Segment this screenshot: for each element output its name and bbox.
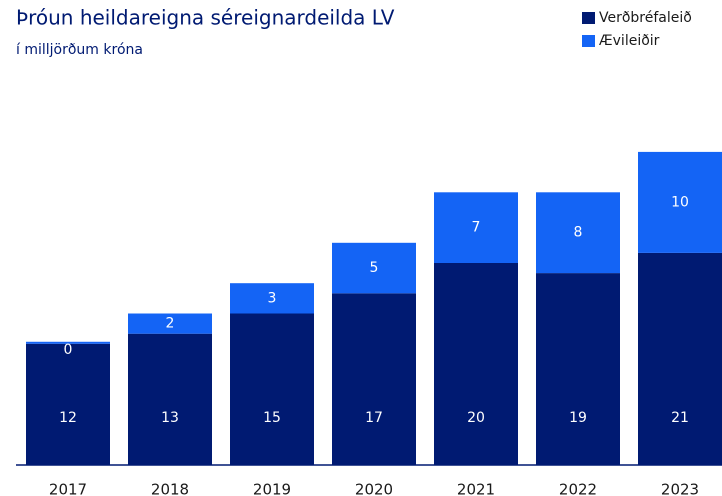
bar-segment (26, 341, 110, 344)
bar-segment (434, 263, 518, 465)
value-label: 21 (671, 410, 689, 426)
chart-subtitle: í milljörðum króna (16, 42, 143, 58)
value-label: 17 (365, 410, 383, 426)
x-tick-label: 2018 (151, 481, 189, 496)
legend-swatch (582, 35, 595, 47)
x-tick-label: 2021 (457, 481, 495, 496)
bar-segment (26, 343, 110, 465)
x-tick-label: 2022 (559, 481, 597, 496)
bar-segment (536, 192, 620, 274)
value-label: 20 (467, 410, 485, 426)
x-tick-label: 2019 (253, 481, 291, 496)
bar-segment (128, 313, 212, 334)
bar-segment (536, 273, 620, 465)
value-label: 2 (166, 316, 175, 332)
value-label: 3 (268, 290, 277, 306)
value-label: 7 (472, 220, 481, 236)
value-label: 13 (161, 410, 179, 426)
bar-segment (230, 283, 314, 314)
bar-segment (332, 293, 416, 465)
x-tick-label: 2020 (355, 481, 393, 496)
value-label: 10 (671, 194, 689, 210)
bar-segment (128, 333, 212, 465)
legend-label: Verðbréfaleið (599, 10, 692, 26)
legend-swatch (582, 12, 595, 24)
bar-segment (638, 252, 722, 465)
x-tick-label: 2017 (49, 481, 87, 496)
bar-segment (332, 242, 416, 294)
bar-segment (434, 192, 518, 263)
x-tick-label: 2023 (661, 481, 699, 496)
value-label: 12 (59, 410, 77, 426)
bar-segment (638, 151, 722, 253)
value-label: 19 (569, 410, 587, 426)
legend-label: Ævileiðir (599, 33, 660, 49)
value-label: 5 (370, 260, 379, 276)
value-label: 0 (64, 342, 73, 358)
chart-title: Þróun heildareigna séreignardeilda LV (16, 6, 395, 30)
value-label: 8 (574, 225, 583, 241)
bar-segment (230, 313, 314, 465)
value-label: 15 (263, 410, 281, 426)
